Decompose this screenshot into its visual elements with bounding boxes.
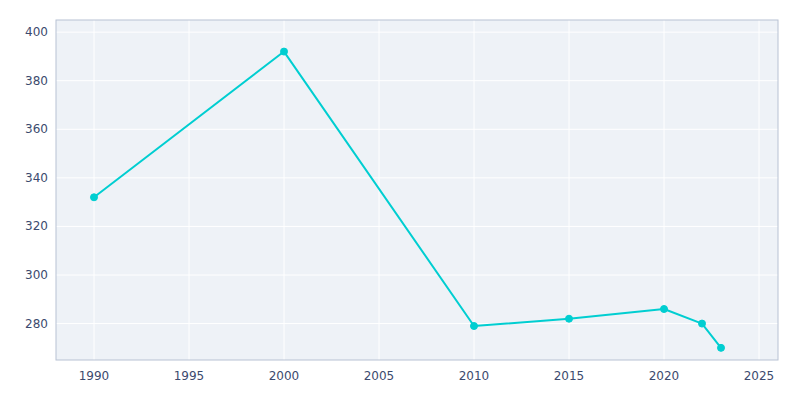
- y-grid-line: [56, 275, 778, 276]
- point-marker: [566, 315, 573, 322]
- x-tick-label: 2000: [269, 369, 300, 383]
- x-tick-label: 2010: [459, 369, 490, 383]
- grid: [56, 20, 778, 360]
- point-marker: [91, 194, 98, 201]
- y-grid-line: [56, 32, 778, 33]
- x-tick-label: 2020: [649, 369, 680, 383]
- y-grid-line: [56, 129, 778, 130]
- y-grid-line: [56, 80, 778, 81]
- x-grid-line: [94, 20, 95, 360]
- y-grid-line: [56, 226, 778, 227]
- point-marker: [471, 323, 478, 330]
- plot-frame: [56, 20, 778, 360]
- x-grid-line: [569, 20, 570, 360]
- point-marker: [281, 48, 288, 55]
- line: [94, 52, 721, 348]
- plot-background: [56, 20, 778, 360]
- y-grid-line: [56, 323, 778, 324]
- x-tick-label: 2025: [744, 369, 775, 383]
- point-marker: [699, 320, 706, 327]
- data-layer: [91, 48, 725, 351]
- x-grid-line: [474, 20, 475, 360]
- y-tick-label: 400: [25, 25, 48, 39]
- x-tick-label: 2015: [554, 369, 585, 383]
- x-tick-label: 2005: [364, 369, 395, 383]
- x-grid-line: [189, 20, 190, 360]
- axes: 1990 1995 2000 2005 2010 2015 2020 2025 280 300 32…: [25, 25, 774, 383]
- y-tick-label: 280: [25, 317, 48, 331]
- chart-container: 1990 1995 2000 2005 2010 2015 2020 2025 280 300 32…: [0, 0, 800, 400]
- y-tick-label: 360: [25, 122, 48, 136]
- x-tick-label: 1990: [79, 369, 110, 383]
- y-tick-label: 320: [25, 219, 48, 233]
- y-grid-line: [56, 177, 778, 178]
- y-tick-label: 380: [25, 74, 48, 88]
- y-tick-label: 340: [25, 171, 48, 185]
- x-tick-label: 1995: [174, 369, 205, 383]
- point-marker: [661, 306, 668, 313]
- point-marker: [718, 344, 725, 351]
- y-tick-label: 300: [25, 268, 48, 282]
- x-grid-line: [284, 20, 285, 360]
- chart-svg: 1990 1995 2000 2005 2010 2015 2020 2025 280 300 32…: [0, 0, 800, 400]
- x-grid-line: [759, 20, 760, 360]
